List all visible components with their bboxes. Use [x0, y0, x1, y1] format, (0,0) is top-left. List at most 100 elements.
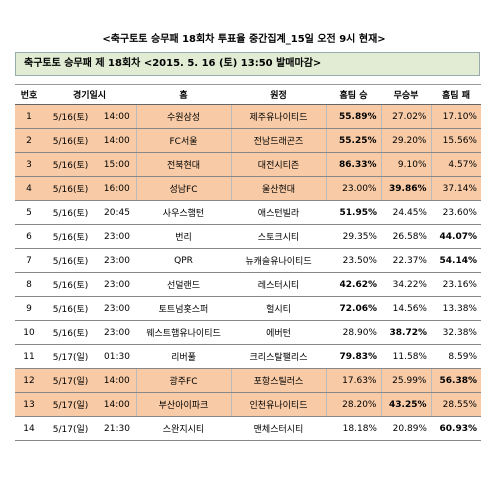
table-cell: 38.72%	[381, 320, 431, 345]
column-header: 번호	[15, 84, 43, 105]
table-cell: 5/17(일)	[43, 392, 98, 417]
table-cell: FC서울	[136, 128, 232, 153]
table-cell: 웨스트햄유나이티드	[136, 320, 231, 345]
table-cell: 전북현대	[136, 152, 232, 177]
table-cell: 14:00	[98, 392, 137, 417]
table-cell: 스완지시티	[136, 416, 231, 441]
column-header: 경기일시	[43, 84, 136, 105]
table-cell: 5/16(토)	[43, 248, 98, 273]
table-cell: 3	[15, 152, 43, 177]
header-row: 번호 경기일시 홈 원정 홈팀 승 무승부 홈팀 패	[15, 84, 481, 105]
table-cell: 23:00	[98, 248, 136, 273]
table-cell: 맨체스터시티	[231, 416, 326, 441]
table-cell: 8.59%	[431, 344, 481, 369]
table-cell: 23:00	[98, 320, 136, 345]
table-cell: 24.45%	[381, 200, 431, 225]
table-row: 2 5/16(토) 14:00 FC서울 전남드래곤즈 55.25% 29.20% 15.56…	[15, 128, 481, 153]
table-cell: 10	[15, 320, 43, 345]
table-cell: 26.58%	[381, 224, 431, 249]
table-cell: 13	[15, 392, 43, 417]
table-cell: 14	[15, 416, 43, 441]
table-cell: 15.56%	[431, 128, 481, 153]
table-row: 10 5/16(토) 23:00 웨스트햄유나이티드 에버턴 28.90% 38.72% 32…	[15, 320, 481, 345]
table-row: 13 5/17(일) 14:00 부산아이파크 인천유나이티드 28.20% 43.25% 2…	[15, 392, 481, 417]
table-cell: 32.38%	[431, 320, 481, 345]
table-row: 7 5/16(토) 23:00 QPR 뉴캐슬유나이티드 23.50% 22.37% 54.1…	[15, 248, 481, 273]
table-cell: 21:30	[98, 416, 136, 441]
table-cell: 14.56%	[381, 296, 431, 321]
table-cell: 토트넘홋스퍼	[136, 296, 231, 321]
table-cell: 39.86%	[381, 176, 432, 201]
table-cell: 4	[15, 176, 43, 201]
table-cell: 성남FC	[136, 176, 232, 201]
table-cell: 포항스틸러스	[231, 368, 327, 393]
table-cell: 86.33%	[326, 152, 382, 177]
column-header: 무승부	[381, 84, 431, 105]
table-row: 9 5/16(토) 23:00 토트넘홋스퍼 헐시티 72.06% 14.56% 13.38%	[15, 296, 481, 321]
table-cell: 28.55%	[431, 392, 481, 417]
table-cell: 23:00	[98, 272, 136, 297]
table-cell: 5/16(토)	[43, 200, 98, 225]
table-cell: 번리	[136, 224, 231, 249]
table-cell: 9	[15, 296, 43, 321]
table-cell: 14:00	[98, 104, 137, 129]
table-cell: 29.20%	[381, 128, 432, 153]
table-cell: 23:00	[98, 224, 136, 249]
subtitle: 축구토토 승무패 제 18회차 <2015. 5. 16 (토) 13:50 발…	[15, 52, 480, 76]
table-cell: 20.89%	[381, 416, 431, 441]
table-cell: 72.06%	[326, 296, 381, 321]
table-row: 5 5/16(토) 20:45 사우스햄턴 애스턴빌라 51.95% 24.45% 23.60…	[15, 200, 481, 225]
table-cell: 23:00	[98, 296, 136, 321]
table-cell: 23.60%	[431, 200, 481, 225]
column-header: 홈팀 패	[431, 84, 481, 105]
table-cell: 56.38%	[431, 368, 481, 393]
table-cell: 25.99%	[381, 368, 432, 393]
table-cell: 5/16(토)	[43, 272, 98, 297]
table-cell: 43.25%	[381, 392, 432, 417]
table-cell: 13.38%	[431, 296, 481, 321]
table-cell: 18.18%	[326, 416, 381, 441]
table-cell: 16:00	[98, 176, 137, 201]
table-cell: 15:00	[98, 152, 137, 177]
table-row: 6 5/16(토) 23:00 번리 스토크시티 29.35% 26.58% 44.07%	[15, 224, 481, 249]
table-cell: 리버풀	[136, 344, 231, 369]
table-cell: 17.63%	[326, 368, 382, 393]
table-cell: 37.14%	[431, 176, 481, 201]
table-body: 1 5/16(토) 14:00 수원삼성 제주유나이티드 55.89% 27.02% 17.1…	[15, 104, 481, 441]
table-cell: 5/17(일)	[43, 416, 98, 441]
table-cell: 1	[15, 104, 43, 129]
table-cell: 11.58%	[381, 344, 431, 369]
table-row: 11 5/17(일) 01:30 리버풀 크리스탈팰리스 79.83% 11.58% 8.59…	[15, 344, 481, 369]
table-cell: 28.20%	[326, 392, 382, 417]
table-row: 4 5/16(토) 16:00 성남FC 울산현대 23.00% 39.86% 37.14%	[15, 176, 481, 201]
table-cell: 뉴캐슬유나이티드	[231, 248, 326, 273]
table-cell: 5/16(토)	[43, 152, 98, 177]
table-cell: 14:00	[98, 128, 137, 153]
table-cell: 17.10%	[431, 104, 481, 129]
table-cell: 울산현대	[231, 176, 327, 201]
table-cell: 4.57%	[431, 152, 481, 177]
table-cell: 01:30	[98, 344, 136, 369]
table-cell: 레스터시티	[231, 272, 326, 297]
table-cell: 5/16(토)	[43, 296, 98, 321]
table-row: 1 5/16(토) 14:00 수원삼성 제주유나이티드 55.89% 27.02% 17.1…	[15, 104, 481, 129]
table-cell: 23.50%	[326, 248, 381, 273]
table-cell: 22.37%	[381, 248, 431, 273]
table-cell: 광주FC	[136, 368, 232, 393]
table-cell: 79.83%	[326, 344, 381, 369]
table-cell: 수원삼성	[136, 104, 232, 129]
table-cell: 8	[15, 272, 43, 297]
table-row: 8 5/16(토) 23:00 선덜랜드 레스터시티 42.62% 34.22% 23.16%	[15, 272, 481, 297]
table-cell: 14:00	[98, 368, 137, 393]
table-cell: 5/16(토)	[43, 320, 98, 345]
table: 번호 경기일시 홈 원정 홈팀 승 무승부 홈팀 패 1 5/16(토) 14:00 수원삼성 제주…	[15, 84, 481, 441]
table-cell: 헐시티	[231, 296, 326, 321]
table-cell: QPR	[136, 248, 231, 273]
table-cell: 60.93%	[431, 416, 481, 441]
table-cell: 제주유나이티드	[231, 104, 327, 129]
table-row: 12 5/17(일) 14:00 광주FC 포항스틸러스 17.63% 25.99% 56.3…	[15, 368, 481, 393]
table-cell: 5/16(토)	[43, 224, 98, 249]
table-cell: 대전시티즌	[231, 152, 327, 177]
table-cell: 5/16(토)	[43, 104, 98, 129]
